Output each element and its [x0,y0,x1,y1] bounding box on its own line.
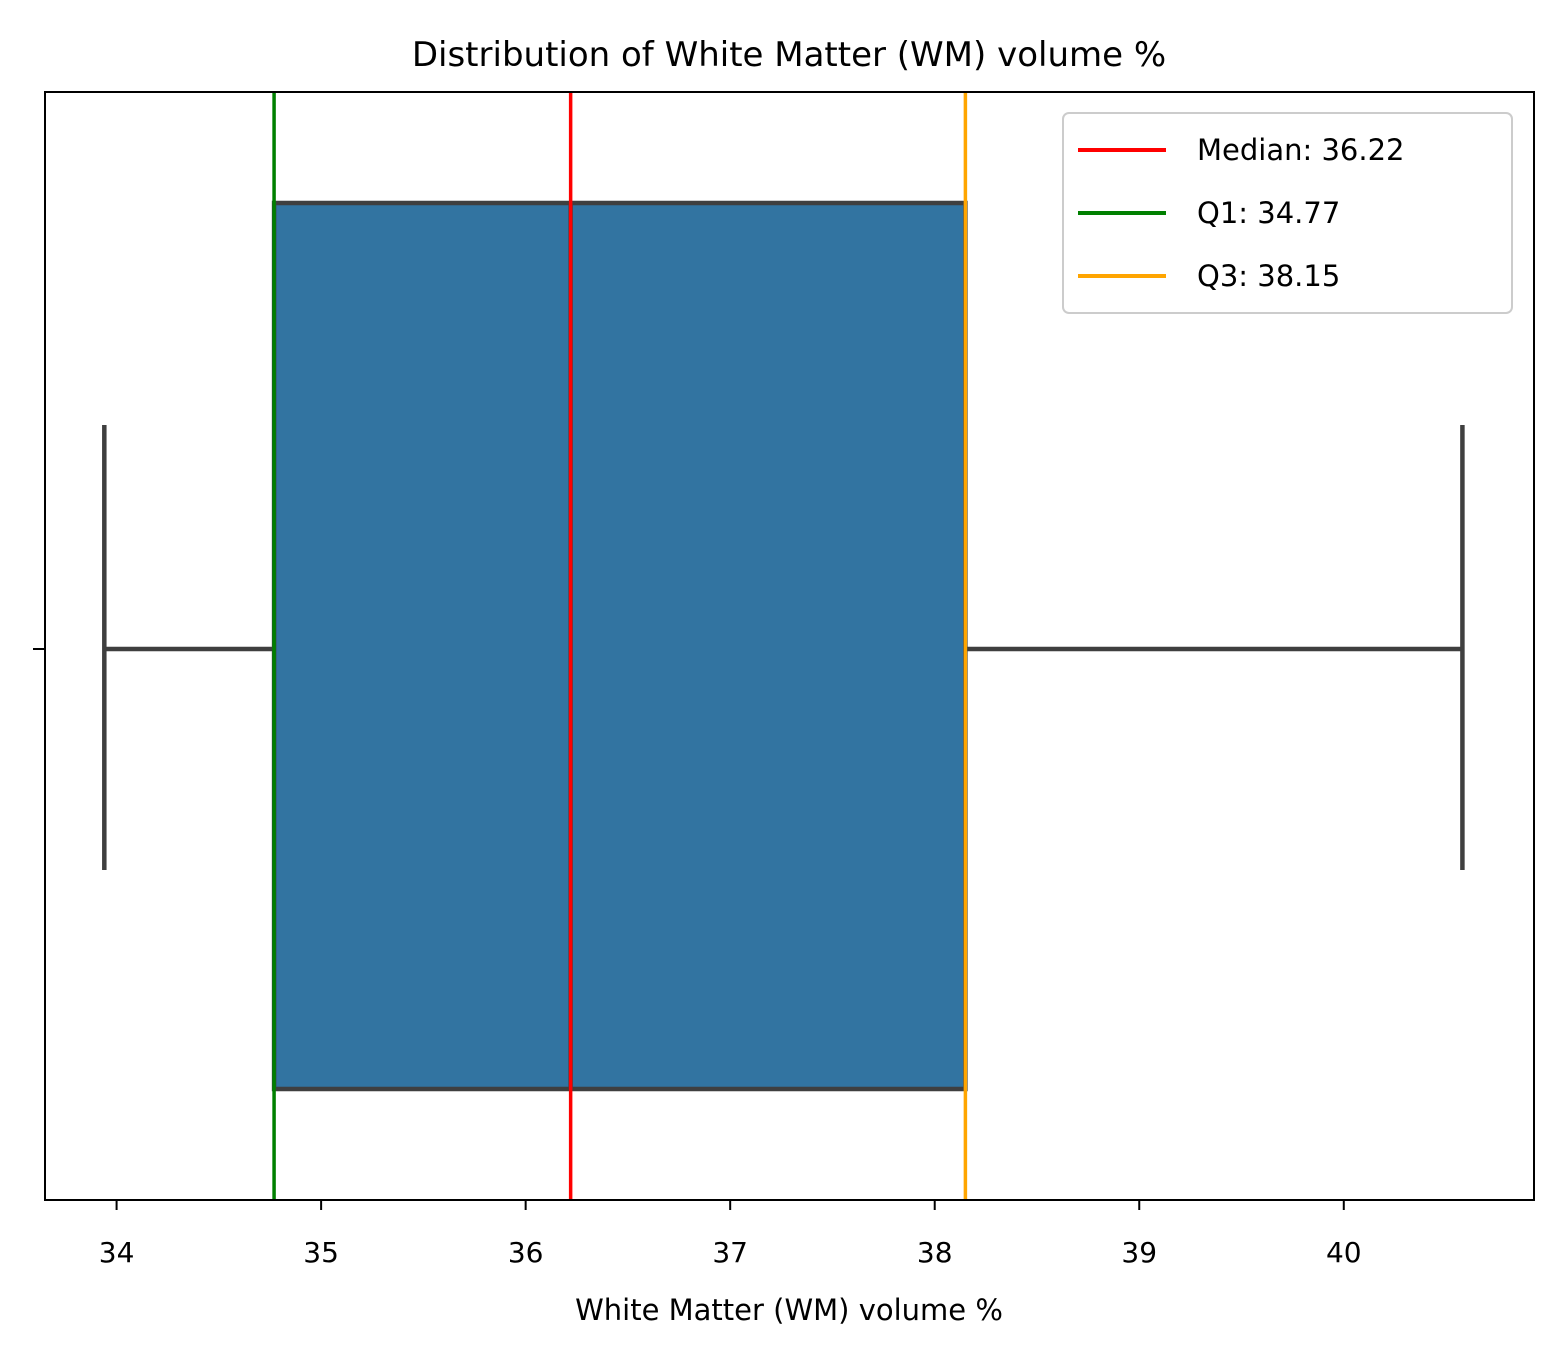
legend-frame [1062,112,1513,314]
x-tick-label: 38 [917,1236,953,1269]
iqr-box [271,200,968,1092]
x-tick-label: 36 [508,1236,544,1269]
x-tick-label: 37 [712,1236,748,1269]
x-axis-label: White Matter (WM) volume % [575,1293,1003,1327]
x-tick-label: 34 [99,1236,135,1269]
chart-marks [102,92,1465,1200]
legend-items: Median: 36.22 Q1: 34.77 Q3: 38.15 [1078,133,1405,293]
plot-frame [44,91,1535,1201]
legend-label-2: Q1: 34.77 [1197,196,1340,230]
x-axis-ticks: 34 35 36 37 38 39 40 [99,1200,1362,1269]
x-tick-label: 35 [303,1236,339,1269]
legend-label-3: Q3: 38.15 [1197,259,1340,293]
x-tick-label: 39 [1121,1236,1157,1269]
legend: Median: 36.22 Q1: 34.77 Q3: 38.15 [1062,112,1513,314]
x-tick-label: 40 [1326,1236,1362,1269]
legend-label-1: Median: 36.22 [1197,133,1405,167]
chart-title: Distribution of White Matter (WM) volume… [412,35,1166,75]
